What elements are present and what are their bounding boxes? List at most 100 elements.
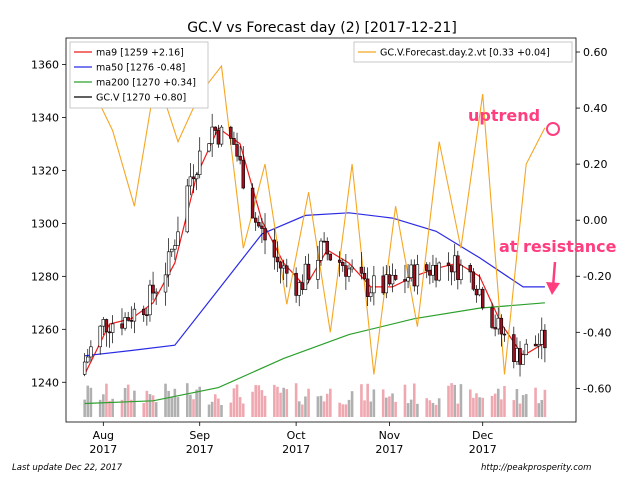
candle-body — [173, 245, 177, 250]
candle-body — [428, 270, 432, 276]
volume-bar — [468, 389, 472, 417]
candle-body — [390, 274, 395, 285]
candle-body — [337, 259, 342, 263]
volume-bar — [537, 403, 540, 417]
volume-bar — [437, 398, 441, 417]
candle-body — [446, 262, 451, 266]
volume-bar — [238, 397, 242, 417]
x-tick-label: Oct — [287, 429, 307, 442]
x-tick-year: 2017 — [375, 443, 403, 456]
candle-body — [176, 231, 180, 246]
volume-bar — [475, 393, 478, 417]
y-right-tick-label: 0.20 — [583, 158, 608, 171]
x-tick-year: 2017 — [469, 443, 497, 456]
volume-bar — [213, 394, 217, 417]
candle-body — [493, 327, 497, 330]
volume-bar — [372, 389, 376, 417]
candle-body — [362, 272, 367, 280]
candle-body — [403, 279, 407, 282]
volume-bar — [543, 389, 547, 417]
candle-body — [499, 317, 504, 335]
candle-body — [216, 130, 221, 145]
volume-bar — [428, 400, 432, 417]
candle-body — [191, 176, 196, 180]
y-left-tick-label: 1260 — [31, 323, 59, 336]
y-left-tick-label: 1340 — [31, 111, 59, 124]
candle-body — [415, 264, 420, 287]
volume-bar — [217, 398, 220, 417]
volume-bar — [301, 404, 304, 417]
volume-bar — [496, 388, 500, 417]
candle-body — [198, 150, 202, 175]
volume-bar — [120, 399, 124, 417]
candle-body — [263, 228, 267, 241]
volume-bar — [251, 391, 254, 417]
volume-bar — [285, 389, 289, 417]
axis-layer: 1240 1260 1280 1300 1320 1340 1360 0.60 0.40 0.20… — [31, 46, 611, 456]
candle-body — [456, 255, 460, 280]
candle-body — [347, 268, 351, 277]
legend-left: ma9 [1259 +2.16] ma50 [1276 -0.48] ma200… — [69, 41, 209, 109]
candle-body — [306, 263, 311, 280]
volume-bar — [363, 400, 366, 417]
candle-body — [515, 348, 519, 362]
volume-bar — [220, 404, 223, 417]
annotation-resistance: at resistance — [499, 237, 617, 295]
candle-body — [194, 174, 199, 180]
x-tick-year: 2017 — [89, 443, 117, 456]
x-tick-label: Nov — [379, 429, 401, 442]
y-right-tick-label: 0.60 — [583, 46, 608, 59]
volume-bar — [512, 400, 516, 417]
candle-body — [459, 265, 463, 280]
candle-body — [104, 319, 109, 333]
volume-bar — [89, 387, 93, 417]
volume-bar — [164, 383, 167, 417]
series-line-ma200 — [84, 302, 545, 405]
volume-bar — [322, 401, 326, 417]
volume-bar — [260, 390, 264, 417]
volume-bar — [86, 385, 90, 417]
candle-body — [425, 264, 429, 271]
volume-bar — [229, 402, 233, 417]
volume-bar — [450, 383, 453, 417]
candle-body — [359, 266, 364, 274]
volume-bar — [316, 396, 320, 417]
volume-bar — [350, 391, 354, 417]
candle-body — [521, 354, 525, 365]
candle-body — [219, 126, 224, 145]
volume-bar — [235, 384, 239, 417]
volume-bar — [490, 395, 494, 417]
candle-layer — [82, 113, 547, 377]
candle-body — [123, 317, 127, 329]
candle-body — [502, 333, 507, 336]
candle-body — [322, 240, 326, 243]
volume-bar — [338, 402, 341, 417]
candle-body — [474, 288, 479, 296]
volume-bar — [105, 383, 108, 417]
y-left-tick-label: 1240 — [31, 376, 59, 389]
volume-bar — [521, 395, 525, 417]
candle-body — [437, 262, 441, 281]
volume-bar — [431, 402, 435, 417]
legend-label-ma200: ma200 [1270 +0.34] — [96, 78, 196, 89]
volume-bar — [500, 399, 503, 417]
volume-bar — [126, 384, 130, 417]
x-tick-year: 2017 — [282, 443, 310, 456]
legend-right: GC.V.Forecast.day.2.vt [0.33 +0.04] — [353, 41, 573, 63]
y-right-tick-label: -0.40 — [583, 326, 611, 339]
volume-bar — [254, 385, 257, 417]
volume-bar — [294, 383, 298, 417]
volume-bar — [344, 404, 348, 417]
candle-body — [294, 272, 298, 296]
candle-body — [142, 308, 146, 316]
annotation-uptrend-text: uptrend — [468, 106, 540, 125]
volume-bar — [406, 403, 410, 417]
candle-body — [325, 241, 329, 255]
candle-body — [297, 282, 301, 296]
candle-body — [471, 271, 476, 290]
volume-bar — [297, 401, 301, 417]
candle-body — [281, 265, 286, 269]
volume-bar — [307, 388, 310, 417]
volume-bar — [189, 394, 192, 417]
volume-bar — [425, 398, 429, 417]
